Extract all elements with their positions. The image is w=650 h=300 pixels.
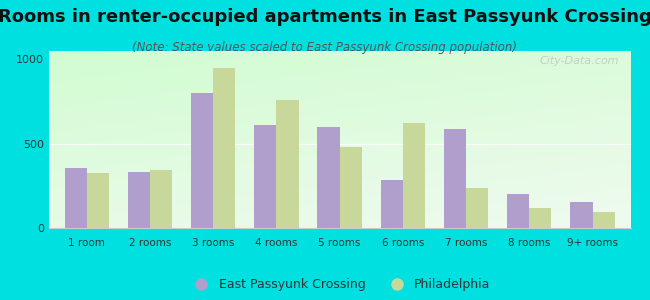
Bar <box>593 212 615 228</box>
Bar <box>317 127 340 228</box>
Text: City-Data.com: City-Data.com <box>540 56 619 66</box>
Bar <box>254 125 276 228</box>
Bar <box>64 168 86 228</box>
Bar <box>339 147 362 228</box>
Bar <box>529 208 551 228</box>
Bar <box>128 172 150 228</box>
Bar <box>381 180 403 228</box>
Bar <box>86 173 109 228</box>
Legend: East Passyunk Crossing, Philadelphia: East Passyunk Crossing, Philadelphia <box>184 273 495 296</box>
Bar <box>150 170 172 228</box>
Bar <box>191 93 213 228</box>
Bar <box>213 68 235 228</box>
Bar <box>276 100 298 228</box>
Bar <box>507 194 529 228</box>
Bar <box>571 202 593 228</box>
Bar <box>403 124 425 228</box>
Bar <box>466 188 488 228</box>
Text: Rooms in renter-occupied apartments in East Passyunk Crossing: Rooms in renter-occupied apartments in E… <box>0 8 650 26</box>
Text: (Note: State values scaled to East Passyunk Crossing population): (Note: State values scaled to East Passy… <box>133 40 517 53</box>
Bar <box>444 128 466 228</box>
